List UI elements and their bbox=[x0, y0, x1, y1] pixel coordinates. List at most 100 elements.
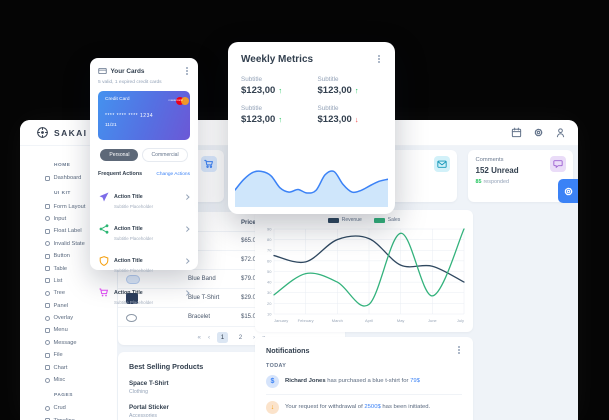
chart-legend: Revenue Sales bbox=[261, 215, 467, 225]
shield-icon bbox=[98, 255, 109, 266]
sidebar-item-input[interactable]: Input bbox=[45, 213, 115, 225]
brand[interactable]: SAKAI bbox=[36, 126, 87, 139]
kebab-menu-icon[interactable] bbox=[458, 349, 460, 351]
svg-text:80: 80 bbox=[267, 237, 272, 242]
personal-toggle-button[interactable]: Personal bbox=[100, 149, 139, 161]
mastercard-logo: mastercard bbox=[168, 97, 189, 105]
kebab-menu-icon[interactable] bbox=[186, 70, 188, 72]
sidebar-item-table[interactable]: Table bbox=[45, 262, 115, 274]
gear-icon bbox=[564, 187, 572, 195]
sidebar-item-chart[interactable]: Chart bbox=[45, 361, 115, 373]
svg-text:10: 10 bbox=[267, 311, 272, 316]
topbar-actions bbox=[511, 127, 566, 138]
sidebar-item-misc[interactable]: Misc bbox=[45, 374, 115, 386]
svg-text:50: 50 bbox=[267, 269, 272, 274]
commercial-toggle-button[interactable]: Commercial bbox=[142, 148, 188, 162]
chevron-right-icon bbox=[183, 194, 189, 200]
svg-text:July: July bbox=[457, 318, 464, 323]
svg-text:April: April bbox=[365, 318, 373, 323]
best-selling-title: Best Selling Products bbox=[129, 361, 204, 371]
action-item[interactable]: Action Title Subtitle Placeholder bbox=[98, 217, 190, 241]
credit-card-icon bbox=[98, 67, 107, 75]
action-item[interactable]: Action Title Subtitle Placeholder bbox=[98, 185, 190, 209]
chevron-right-icon bbox=[183, 258, 189, 264]
sidebar-item-file[interactable]: File bbox=[45, 349, 115, 361]
sakai-logo-icon bbox=[37, 127, 48, 138]
weekly-metrics-title: Weekly Metrics bbox=[241, 54, 314, 65]
envelope-icon bbox=[433, 156, 450, 172]
user-icon[interactable] bbox=[555, 127, 566, 138]
svg-text:March: March bbox=[332, 318, 343, 323]
revenue-swatch bbox=[327, 217, 339, 223]
svg-text:May: May bbox=[397, 318, 405, 323]
tree-icon bbox=[45, 290, 50, 296]
sidebar: HOME Dashboard UI KIT Form Layout Input … bbox=[20, 146, 117, 420]
sidebar-item-button[interactable]: Button bbox=[45, 250, 115, 262]
file-icon bbox=[45, 352, 50, 358]
metric: Subtitle $123,00 ↑ bbox=[317, 76, 359, 96]
next-page-button[interactable]: › bbox=[253, 333, 256, 341]
revenue-line-chart: 10 20 30 40 50 60 70 80 90 January February March Ap… bbox=[267, 226, 465, 323]
notification-item[interactable]: Your request for withdrawal of 2500$ has… bbox=[266, 395, 462, 420]
cart-icon bbox=[200, 156, 217, 172]
sidebar-item-invalid-state[interactable]: Invalid State bbox=[45, 238, 115, 250]
svg-text:60: 60 bbox=[267, 258, 272, 263]
product-thumbnail bbox=[126, 292, 138, 304]
settings-icon[interactable] bbox=[533, 127, 544, 138]
sidebar-item-menu[interactable]: Menu bbox=[45, 324, 115, 336]
sidebar-item-overlay[interactable]: Overlay bbox=[45, 312, 115, 324]
action-item[interactable]: Action Title Subtitle Placeholder bbox=[98, 281, 190, 305]
sidebar-item-tree[interactable]: Tree bbox=[45, 287, 115, 299]
sidebar-item-panel[interactable]: Panel bbox=[45, 300, 115, 312]
stat-card-comments: Comments 152 Unread 85 responded bbox=[467, 150, 573, 202]
trend-up-icon: ↑ bbox=[278, 115, 283, 124]
metric: Subtitle $123,00 ↓ bbox=[317, 105, 359, 125]
legend-sales[interactable]: Sales bbox=[373, 217, 400, 223]
page-button-2[interactable]: 2 bbox=[238, 333, 243, 341]
metric: Subtitle $123,00 ↑ bbox=[241, 76, 283, 96]
notifications-card: Notifications TODAY Richard Jones has pu… bbox=[255, 337, 473, 420]
dollar-icon bbox=[266, 375, 279, 388]
chart-icon bbox=[45, 365, 50, 371]
table-icon bbox=[45, 266, 50, 272]
sidebar-item-form-layout[interactable]: Form Layout bbox=[45, 200, 115, 212]
timeline-icon bbox=[45, 418, 50, 420]
sidebar-item-message[interactable]: Message bbox=[45, 337, 115, 349]
notification-item[interactable]: Richard Jones has purchased a blue t-shi… bbox=[266, 369, 462, 395]
change-actions-link[interactable]: Change Actions bbox=[156, 171, 190, 177]
first-page-button[interactable]: « bbox=[197, 333, 201, 341]
notifications-group-today: TODAY bbox=[266, 363, 287, 369]
config-button[interactable] bbox=[558, 179, 578, 203]
weekly-metrics-overlay-card: Weekly Metrics Subtitle $123,00 ↑ Subtitl… bbox=[228, 42, 395, 214]
form-layout-icon bbox=[45, 204, 50, 210]
input-icon bbox=[45, 216, 50, 222]
product-thumbnail bbox=[126, 313, 137, 322]
chevron-right-icon bbox=[183, 290, 189, 296]
overlay-icon bbox=[45, 315, 50, 321]
metric: Subtitle $123,00 ↑ bbox=[241, 105, 283, 125]
download-icon bbox=[266, 401, 279, 414]
sidebar-item-timeline[interactable]: Timeline bbox=[45, 415, 115, 420]
invalid-state-icon bbox=[45, 241, 50, 247]
prev-page-button[interactable]: ‹ bbox=[207, 333, 210, 341]
kebab-menu-icon[interactable] bbox=[378, 58, 380, 60]
calendar-icon[interactable] bbox=[511, 127, 522, 138]
sidebar-item-float-label[interactable]: Float Label bbox=[45, 225, 115, 237]
page-button-1[interactable]: 1 bbox=[217, 331, 228, 343]
trend-up-icon: ↑ bbox=[278, 86, 283, 95]
share-icon bbox=[98, 223, 109, 234]
svg-text:40: 40 bbox=[267, 280, 272, 285]
sidebar-item-crud[interactable]: Crud bbox=[45, 402, 115, 414]
svg-text:30: 30 bbox=[267, 290, 272, 295]
svg-text:20: 20 bbox=[267, 301, 272, 306]
legend-revenue[interactable]: Revenue bbox=[327, 217, 362, 223]
sidebar-section-uikit: UI KIT bbox=[54, 191, 71, 197]
sidebar-item-list[interactable]: List bbox=[45, 275, 115, 287]
credit-card-visual[interactable]: Credit Card mastercard **** **** **** 12… bbox=[98, 91, 190, 140]
notifications-title: Notifications bbox=[266, 345, 310, 355]
comment-icon bbox=[550, 156, 566, 172]
action-item[interactable]: Action Title Subtitle Placeholder bbox=[98, 249, 190, 273]
your-cards-title: Your Cards bbox=[110, 67, 145, 75]
sidebar-item-dashboard[interactable]: Dashboard bbox=[45, 172, 115, 184]
misc-icon bbox=[45, 377, 50, 383]
